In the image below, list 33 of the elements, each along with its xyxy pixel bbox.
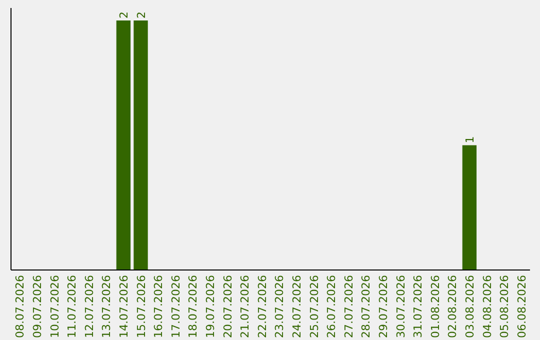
x-tick-label: 09.07.2026 [30,275,44,338]
x-tick-label: 27.07.2026 [342,275,356,338]
x-tick-label: 20.07.2026 [221,275,234,338]
x-tick-label: 15.07.2026 [134,275,148,338]
x-tick-label: 11.07.2026 [66,275,79,338]
x-tick-label: 02.08.2026 [446,275,460,338]
x-tick-label: 24.07.2026 [290,275,304,338]
x-tick-label: 25.07.2026 [308,275,321,338]
x-tick-label: 13.07.2026 [100,275,114,338]
x-tick-label: 23.07.2026 [273,275,286,338]
x-tick-label: 16.07.2026 [152,275,166,338]
x-tick-label: 21.07.2026 [238,275,252,338]
x-tick-label: 17.07.2026 [169,275,182,338]
x-tick-label: 14.07.2026 [117,275,130,338]
x-tick-label: 06.08.2026 [515,275,528,338]
x-tick-label: 29.07.2026 [376,275,390,338]
data-label: 2 [134,11,148,18]
x-tick-label: 03.08.2026 [463,275,476,338]
x-tick-label: 19.07.2026 [204,275,217,338]
x-tick-label: 30.07.2026 [394,275,408,338]
x-tick-label: 10.07.2026 [48,275,62,338]
x-tick-label: 28.07.2026 [360,275,373,338]
x-tick-label: 04.08.2026 [480,275,494,338]
x-tick-label: 22.07.2026 [256,275,269,338]
data-label: 1 [463,136,476,144]
x-tick-label: 05.08.2026 [498,275,512,338]
x-tick-label: 18.07.2026 [186,275,200,338]
x-tick-label: 01.08.2026 [428,275,442,338]
x-tick-label: 26.07.2026 [325,275,338,338]
x-tick-label: 12.07.2026 [82,275,96,338]
x-tick-label: 31.07.2026 [412,275,425,338]
x-tick-label: 08.07.2026 [14,275,27,338]
data-label: 2 [117,11,130,18]
